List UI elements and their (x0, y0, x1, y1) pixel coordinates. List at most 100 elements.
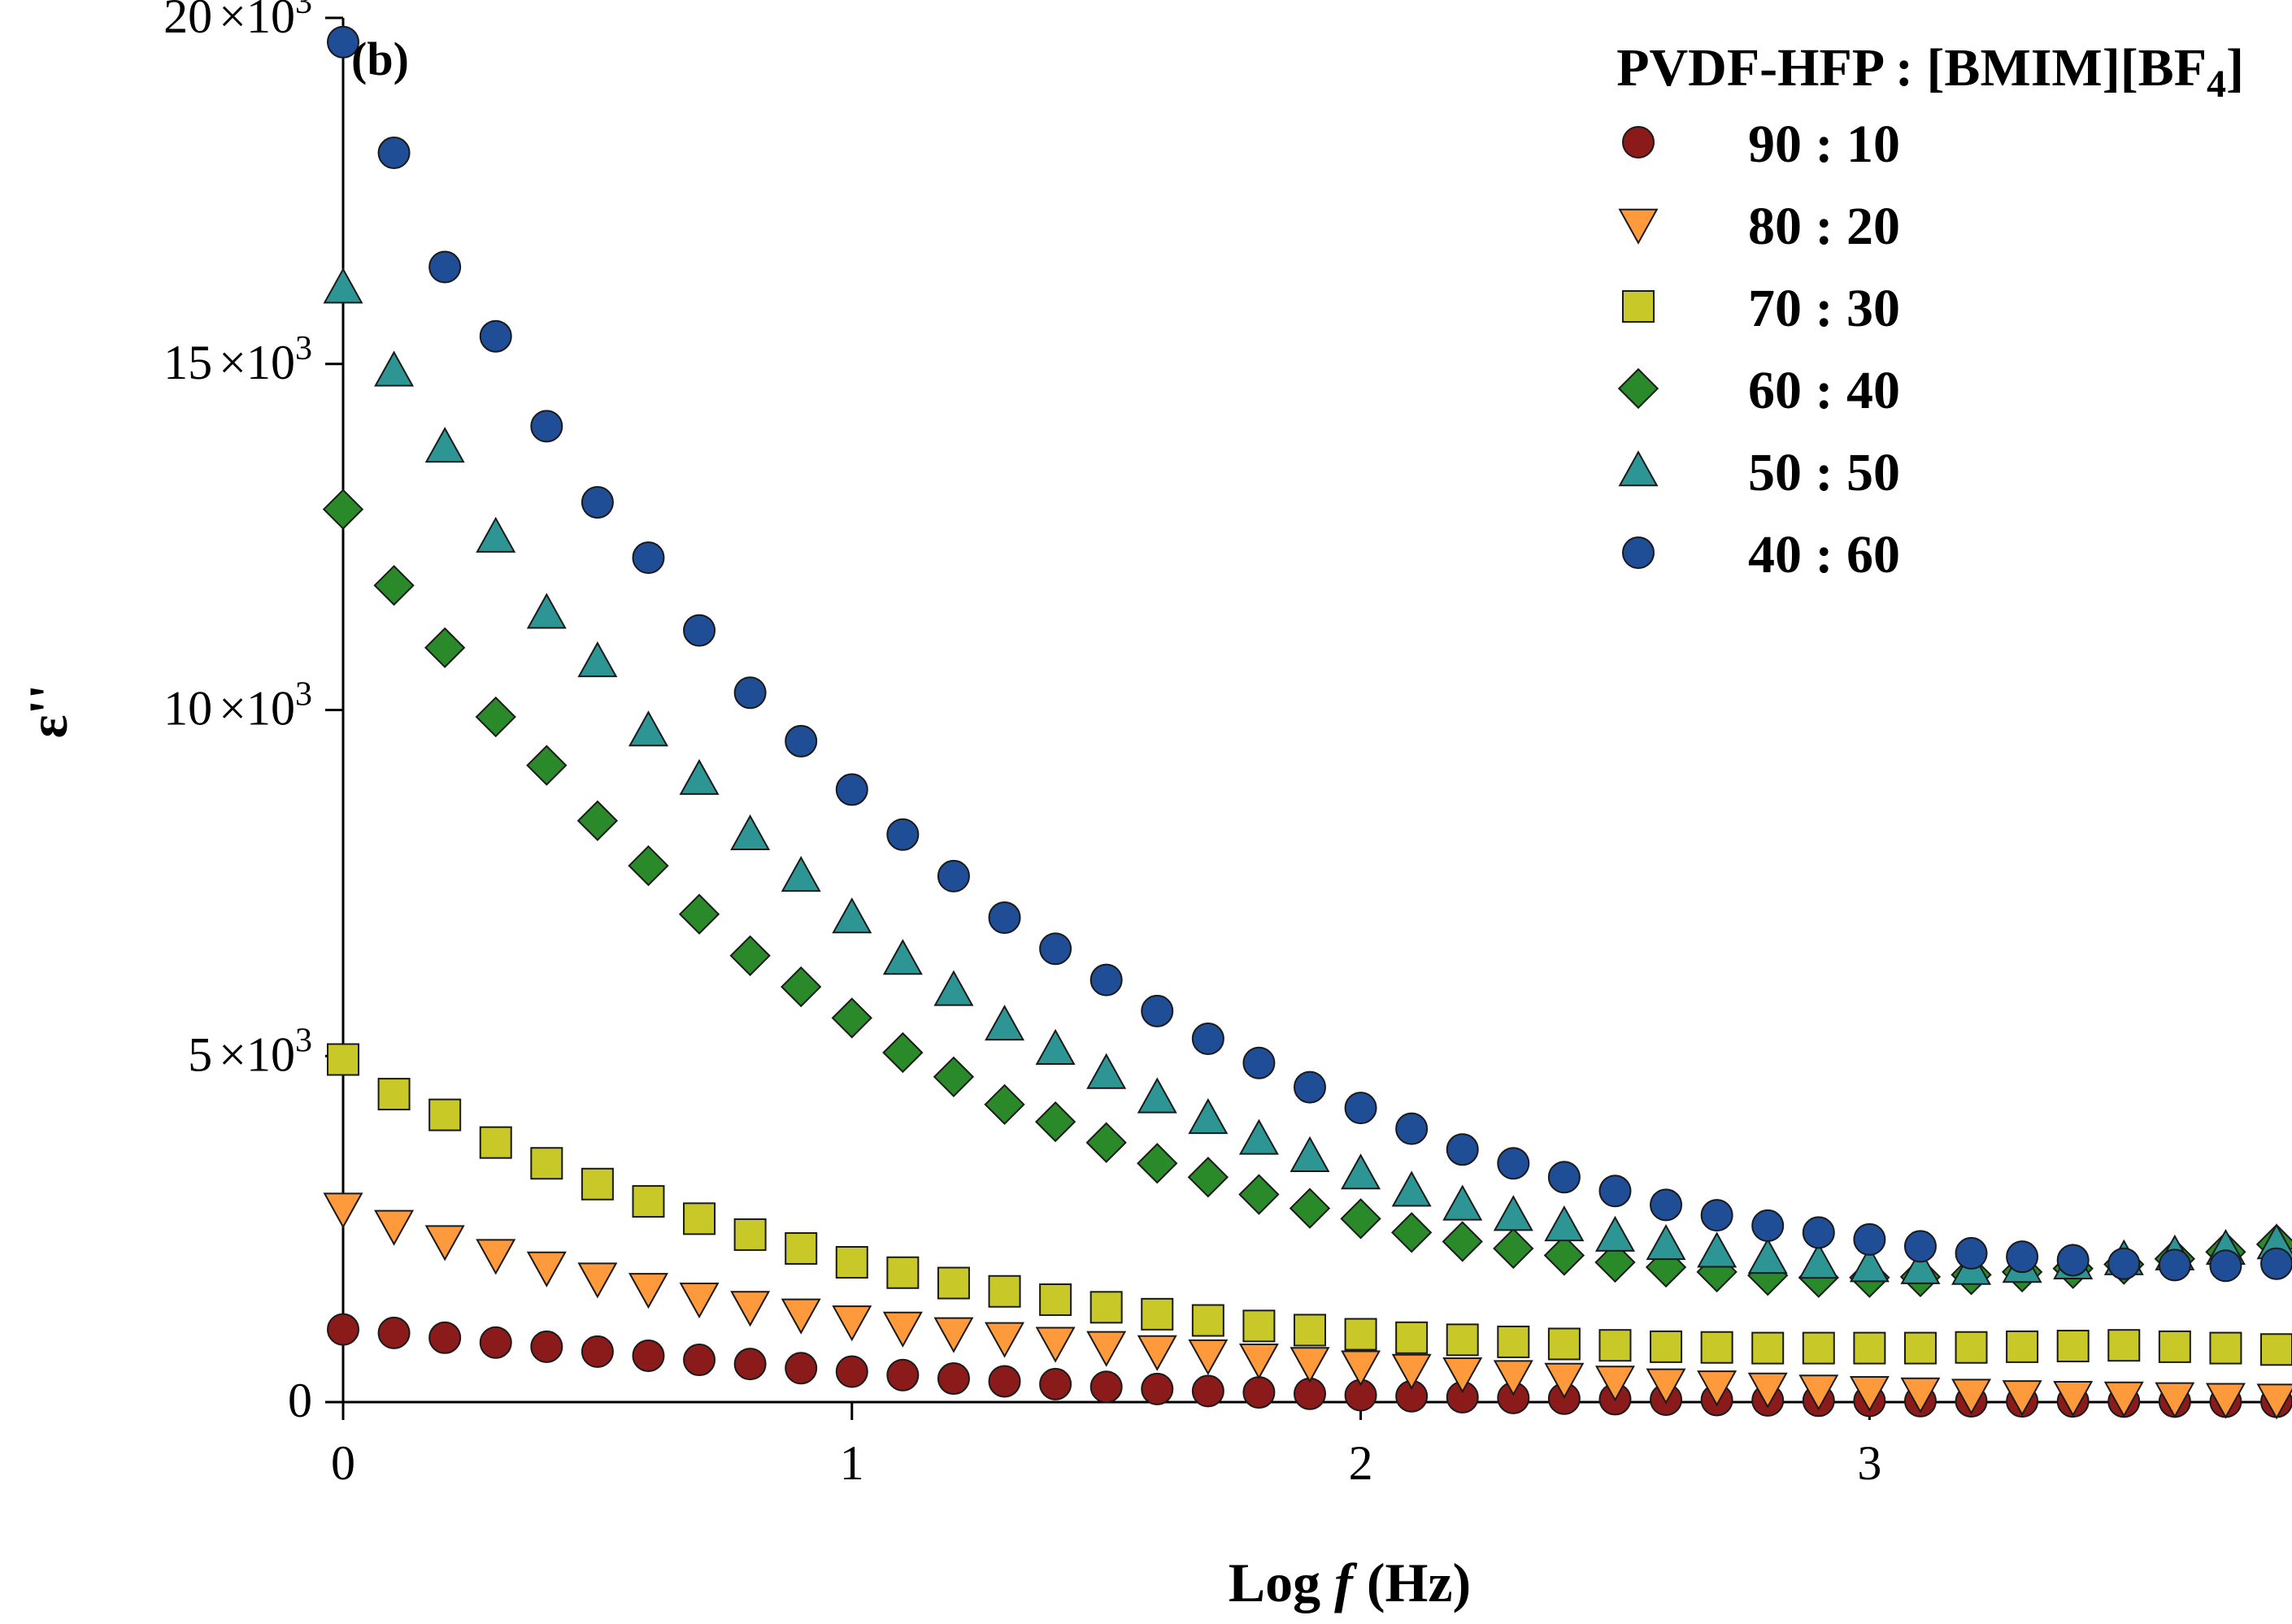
data-point (632, 541, 665, 575)
legend-item: 50 : 50 (1618, 443, 1900, 502)
data-point (377, 1078, 411, 1111)
data-point (1598, 1329, 1632, 1362)
data-point (428, 1098, 462, 1131)
x-tick-label: 2 (1349, 1436, 1373, 1490)
data-point (785, 724, 818, 758)
data-point (1344, 1318, 1377, 1351)
data-point (1594, 1366, 1635, 1402)
y-tick-mantissa: 15 (163, 336, 212, 389)
data-point (1137, 1077, 1177, 1114)
data-point (1646, 1223, 1686, 1261)
data-point (886, 818, 920, 851)
data-point (476, 516, 516, 553)
data-point (428, 250, 462, 284)
data-point (373, 565, 415, 606)
data-point (1849, 1375, 1890, 1413)
data-point (832, 897, 872, 934)
data-point (1955, 1236, 1988, 1270)
data-point (679, 1283, 720, 1319)
data-point (988, 1365, 1021, 1398)
y-axis-title: ε'' (17, 684, 79, 739)
y-tick-exponent: 3 (295, 676, 312, 714)
data-point (2107, 1247, 2141, 1280)
data-point (628, 845, 669, 887)
data-point (1344, 1092, 1377, 1125)
plot-area (322, 25, 2292, 1420)
data-point (1900, 1377, 1941, 1413)
data-point (2209, 1331, 2242, 1365)
data-point (632, 1339, 665, 1372)
legend-title: PVDF-HFP : [BMIM][BF4] (1616, 38, 2244, 106)
data-point (428, 1321, 462, 1354)
legend-item: 40 : 60 (1622, 525, 1900, 584)
legend: PVDF-HFP : [BMIM][BF4] 90 : 10 80 : 20 70 :… (1616, 38, 2244, 584)
data-point (683, 1344, 716, 1377)
data-point (1747, 1238, 1788, 1274)
data-point (1086, 1053, 1127, 1089)
data-point (988, 901, 1021, 934)
legend-label: 60 : 40 (1748, 361, 1900, 420)
data-point (2260, 1333, 2292, 1366)
data-point (1242, 1046, 1276, 1079)
data-point (1340, 1198, 1381, 1240)
data-point (1391, 1170, 1432, 1207)
legend-marker (1622, 290, 1655, 323)
data-point (327, 25, 359, 59)
data-point (781, 1298, 821, 1335)
data-point (2260, 1247, 2292, 1280)
data-point (733, 1218, 767, 1251)
data-point (1039, 1283, 1072, 1316)
data-point (1191, 1022, 1224, 1055)
data-point (933, 1056, 975, 1097)
data-point (1650, 1330, 1683, 1363)
y-tick-mantissa: 5 (188, 1027, 212, 1081)
data-point (1853, 1222, 1886, 1256)
data-point (1039, 1367, 1072, 1400)
data-point (835, 1245, 868, 1279)
data-point (581, 1335, 614, 1368)
y-tick-times: ×10 (219, 1027, 295, 1081)
data-point (835, 773, 868, 806)
data-point (1294, 1070, 1326, 1104)
data-point (1497, 1325, 1530, 1358)
data-point (577, 641, 618, 678)
y-tick-label: 20 ×103 (163, 0, 312, 43)
data-point (1646, 1368, 1686, 1405)
data-point (785, 1231, 818, 1265)
data-point (2256, 1383, 2292, 1420)
y-tick-mantissa: 20 (163, 0, 212, 43)
data-point (781, 856, 821, 892)
data-point (1751, 1209, 1785, 1242)
data-point (2155, 1382, 2195, 1418)
y-tick-label: 10 ×103 (163, 676, 312, 736)
y-tick-mantissa: 10 (163, 682, 212, 736)
data-point (2158, 1248, 2191, 1282)
data-point (374, 350, 415, 387)
data-point (530, 1147, 563, 1180)
data-point (581, 1167, 614, 1201)
data-point (1085, 1122, 1127, 1163)
legend-title-end: ] (2226, 38, 2244, 98)
legend-item: 70 : 30 (1622, 279, 1900, 338)
data-point (1086, 1331, 1127, 1367)
legend-label: 70 : 30 (1748, 279, 1900, 338)
data-point (1188, 1098, 1229, 1135)
data-point (1191, 1304, 1224, 1337)
data-point (1187, 1157, 1229, 1198)
data-point (1141, 994, 1174, 1027)
data-point (1700, 1331, 1733, 1364)
x-tick-label: 0 (331, 1436, 355, 1490)
data-point (1849, 1246, 1890, 1283)
data-point (1951, 1379, 1992, 1415)
data-point (526, 1251, 567, 1287)
data-point (882, 1031, 924, 1074)
data-point (984, 1083, 1025, 1126)
data-point (1191, 1374, 1224, 1408)
series-50-50 (323, 267, 2292, 1285)
legend-marker (1617, 367, 1659, 410)
legend-item: 60 : 40 (1617, 361, 1900, 420)
data-point (785, 1352, 818, 1385)
legend-label: 40 : 60 (1748, 525, 1900, 584)
data-point (1544, 1362, 1585, 1399)
axis-titles: (b) Log f (Hz) ε'' (17, 33, 1471, 1613)
